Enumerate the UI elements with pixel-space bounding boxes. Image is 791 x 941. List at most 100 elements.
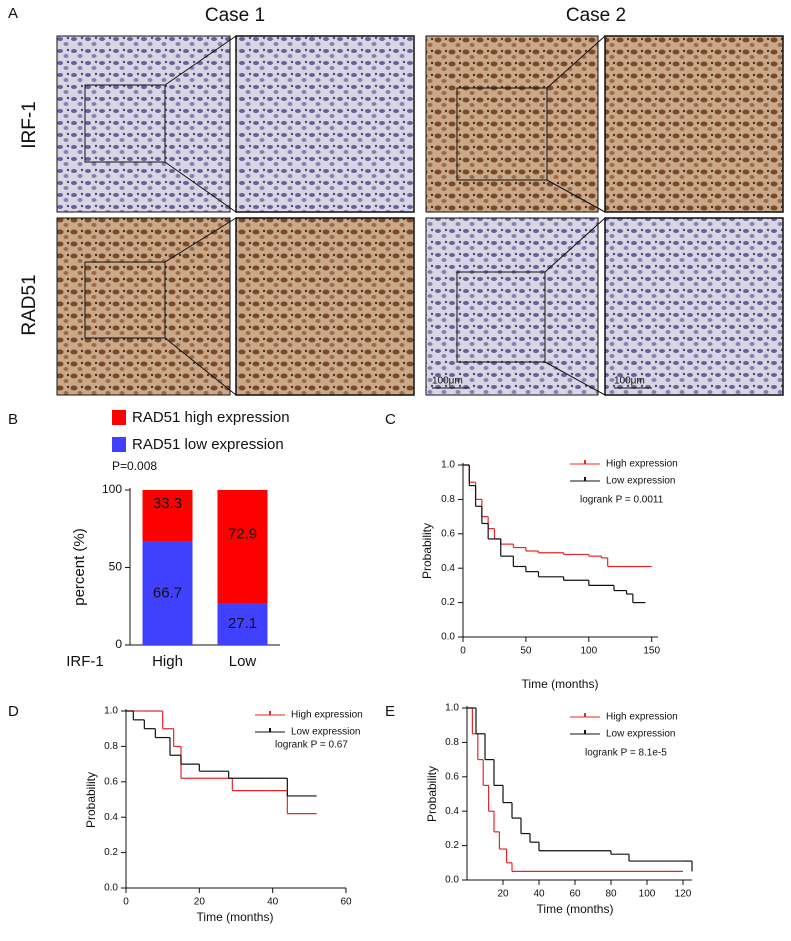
legend-swatch <box>112 410 126 425</box>
zoom-box <box>456 87 548 181</box>
y-tick-label: 0.0 <box>445 875 459 886</box>
panel-a <box>56 35 784 396</box>
zoom-line <box>546 179 606 213</box>
x-tick-label: 40 <box>533 889 545 900</box>
scale-bar-label: 100μm <box>432 376 463 387</box>
x-tick-label: 0 <box>123 897 129 908</box>
x-tick-label: 20 <box>194 897 206 908</box>
zoom-line <box>546 35 606 89</box>
x-axis-title: Time (months) <box>522 677 599 691</box>
x-tick-label: High <box>152 653 183 670</box>
annotation: logrank P = 0.0011 <box>580 495 664 506</box>
zoom-line <box>164 217 237 263</box>
x-axis-title: IRF-1 <box>66 653 104 670</box>
panel-label: D <box>8 703 19 720</box>
y-tick-label: 1.0 <box>441 460 455 471</box>
micrograph <box>56 35 231 213</box>
y-axis-title: Probability <box>84 772 98 828</box>
x-tick-label: 150 <box>643 646 660 657</box>
panel-label: E <box>385 703 395 720</box>
legend-label: High expression <box>291 710 363 721</box>
y-tick-label: 0.8 <box>441 494 455 505</box>
legend-label: High expression <box>606 712 678 723</box>
x-tick-label: 100 <box>639 889 656 900</box>
zoom-line <box>164 35 237 86</box>
y-tick-label: 0.4 <box>104 812 118 823</box>
x-tick-label: 60 <box>340 897 352 908</box>
micrograph <box>425 217 599 396</box>
data-label: 33.3 <box>153 495 182 512</box>
y-tick-label: 0.6 <box>441 528 455 539</box>
x-axis-title: Time (months) <box>537 902 614 916</box>
zoom-box <box>84 261 166 339</box>
row-title: RAD51 <box>19 274 40 335</box>
zoom-line <box>164 337 237 396</box>
y-tick-label: 0.8 <box>445 737 459 748</box>
y-axis-title: Probability <box>425 766 439 822</box>
y-axis-title: Probability <box>420 523 434 579</box>
micrograph-zoom <box>235 35 415 213</box>
zoom-line <box>544 361 606 396</box>
column-title: Case 2 <box>566 5 626 26</box>
y-tick-label: 0.2 <box>104 847 118 858</box>
x-axis-title: Time (months) <box>197 910 274 924</box>
y-tick-label: 1.0 <box>104 706 118 717</box>
data-label: 66.7 <box>153 584 182 601</box>
bar-segment <box>217 602 268 645</box>
y-tick-label: 0.2 <box>441 597 455 608</box>
zoom-line <box>164 161 237 213</box>
y-tick-label: 0.6 <box>445 771 459 782</box>
x-tick-label: 120 <box>675 889 692 900</box>
legend-label: RAD51 high expression <box>132 409 290 426</box>
y-tick-label: 0.0 <box>104 883 118 894</box>
legend-label: Low expression <box>291 727 360 738</box>
legend-label: High expression <box>606 459 678 470</box>
x-tick-label: 80 <box>605 889 617 900</box>
scale-bar-label: 100μm <box>614 376 645 387</box>
y-axis-title: percent (%) <box>71 528 88 606</box>
legend-label: Low expression <box>606 729 675 740</box>
x-tick-label: 20 <box>497 889 509 900</box>
annotation: logrank P = 0.67 <box>275 740 348 751</box>
y-tick-label: 50 <box>109 560 123 574</box>
micrograph-zoom <box>604 35 784 213</box>
x-tick-label: 40 <box>267 897 279 908</box>
micrograph-zoom <box>235 217 415 396</box>
y-tick-label: 0.4 <box>441 563 455 574</box>
y-tick-label: 100 <box>102 482 122 496</box>
panel-label: A <box>8 5 18 22</box>
x-tick-label: 100 <box>580 646 597 657</box>
zoom-box <box>456 271 546 363</box>
bar-segment <box>142 541 193 645</box>
legend-label: Low expression <box>606 476 675 487</box>
micrograph <box>425 35 599 213</box>
y-tick-label: 0.4 <box>445 806 459 817</box>
micrograph <box>56 217 231 396</box>
data-label: 72.9 <box>228 525 257 542</box>
y-tick-label: 0 <box>115 637 122 651</box>
micrograph-zoom <box>604 217 784 396</box>
bar-segment <box>142 490 193 542</box>
x-tick-label: 60 <box>569 889 581 900</box>
bar-segment <box>217 490 268 603</box>
y-tick-label: 0.0 <box>441 632 455 643</box>
zoom-box <box>84 84 166 163</box>
zoom-line <box>544 217 606 273</box>
y-tick-label: 0.8 <box>104 741 118 752</box>
x-tick-label: 0 <box>460 646 466 657</box>
legend-swatch <box>112 437 126 452</box>
y-tick-label: 1.0 <box>445 703 459 714</box>
x-tick-label: Low <box>229 653 257 670</box>
x-tick-label: 50 <box>520 646 532 657</box>
column-title: Case 1 <box>205 5 265 26</box>
row-title: IRF-1 <box>19 101 40 149</box>
panel-label: C <box>385 411 396 428</box>
legend-label: RAD51 low expression <box>132 436 284 453</box>
y-tick-label: 0.2 <box>445 840 459 851</box>
data-label: 27.1 <box>228 615 257 632</box>
y-tick-label: 0.6 <box>104 776 118 787</box>
annotation: logrank P = 8.1e-5 <box>585 748 667 759</box>
annotation: P=0.008 <box>112 459 157 473</box>
panel-label: B <box>8 411 18 428</box>
